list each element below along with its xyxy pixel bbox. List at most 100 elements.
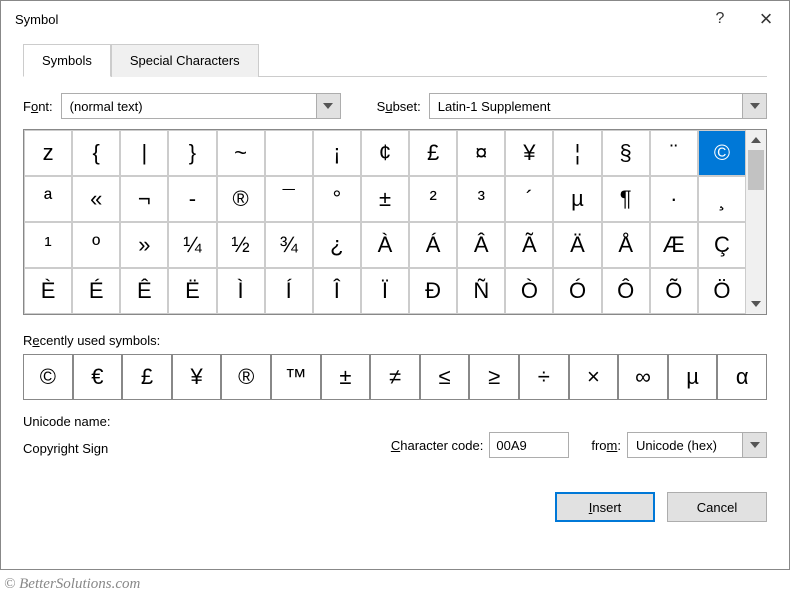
symbol-cell[interactable]: Ö [698, 268, 746, 314]
symbol-cell[interactable]: ¨ [650, 130, 698, 176]
symbol-cell[interactable]: § [602, 130, 650, 176]
symbol-cell[interactable]: | [120, 130, 168, 176]
symbol-cell[interactable]: - [168, 176, 216, 222]
cancel-button[interactable]: Cancel [667, 492, 767, 522]
recent-grid: ©€£¥®™±≠≤≥÷×∞µα [23, 354, 767, 400]
recent-symbol-cell[interactable]: µ [668, 354, 718, 400]
symbol-cell[interactable]: ± [361, 176, 409, 222]
symbol-cell[interactable]: { [72, 130, 120, 176]
font-label: Font: [23, 99, 53, 114]
symbol-cell[interactable]: ¹ [24, 222, 72, 268]
from-label: from: [591, 438, 621, 453]
symbol-cell[interactable]: ¶ [602, 176, 650, 222]
symbol-cell[interactable]: Á [409, 222, 457, 268]
symbol-cell[interactable]: Ñ [457, 268, 505, 314]
symbol-cell[interactable]: Ê [120, 268, 168, 314]
charcode-label: Character code: [391, 438, 484, 453]
font-select[interactable]: (normal text) [61, 93, 341, 119]
symbol-cell[interactable]: É [72, 268, 120, 314]
symbol-cell[interactable]: ½ [217, 222, 265, 268]
dropdown-icon [742, 94, 766, 118]
from-select[interactable]: Unicode (hex) [627, 432, 767, 458]
recent-symbol-cell[interactable]: ¥ [172, 354, 222, 400]
symbol-cell[interactable]: µ [553, 176, 601, 222]
charcode-input[interactable] [489, 432, 569, 458]
symbol-cell[interactable]: ² [409, 176, 457, 222]
symbol-cell[interactable]: ® [217, 176, 265, 222]
symbol-cell[interactable]: º [72, 222, 120, 268]
symbol-cell[interactable]: ° [313, 176, 361, 222]
recent-symbol-cell[interactable]: ÷ [519, 354, 569, 400]
recent-symbol-cell[interactable]: ≥ [469, 354, 519, 400]
unicode-name-value: Copyright Sign [23, 441, 391, 456]
symbol-cell[interactable]: ¯ [265, 176, 313, 222]
symbol-cell[interactable]: Ð [409, 268, 457, 314]
symbol-cell[interactable]: ¤ [457, 130, 505, 176]
symbol-cell[interactable]: » [120, 222, 168, 268]
symbol-cell[interactable]: ª [24, 176, 72, 222]
symbol-cell[interactable]: Ô [602, 268, 650, 314]
symbol-cell[interactable]: ¸ [698, 176, 746, 222]
symbol-cell[interactable]: Õ [650, 268, 698, 314]
symbol-cell[interactable]: ³ [457, 176, 505, 222]
symbol-cell[interactable]: Ó [553, 268, 601, 314]
recent-symbol-cell[interactable]: × [569, 354, 619, 400]
symbol-cell[interactable]: « [72, 176, 120, 222]
scroll-thumb[interactable] [748, 150, 764, 190]
symbol-cell[interactable] [265, 130, 313, 176]
symbol-cell[interactable]: Â [457, 222, 505, 268]
symbol-grid: z{|}~ ¡¢£¤¥¦§¨© ª«¬-®¯°±²³´µ¶·¸ ¹º»¼½¾¿ÀÁÂÃ… [24, 130, 746, 314]
recent-symbol-cell[interactable]: ≠ [370, 354, 420, 400]
symbol-cell[interactable]: À [361, 222, 409, 268]
symbol-cell[interactable]: ¢ [361, 130, 409, 176]
symbol-cell[interactable]: Å [602, 222, 650, 268]
recent-symbol-cell[interactable]: £ [122, 354, 172, 400]
symbol-cell[interactable]: ¬ [120, 176, 168, 222]
symbol-cell[interactable]: Ã [505, 222, 553, 268]
symbol-cell[interactable]: Æ [650, 222, 698, 268]
symbol-cell[interactable]: Ò [505, 268, 553, 314]
symbol-cell[interactable]: } [168, 130, 216, 176]
symbol-cell[interactable]: ¼ [168, 222, 216, 268]
symbol-cell[interactable]: Ë [168, 268, 216, 314]
scrollbar[interactable] [746, 130, 766, 314]
scroll-down-icon[interactable] [746, 294, 766, 314]
recent-symbol-cell[interactable]: © [23, 354, 73, 400]
tab-special-characters[interactable]: Special Characters [111, 44, 259, 77]
recent-symbol-cell[interactable]: α [717, 354, 767, 400]
symbol-cell[interactable]: ¿ [313, 222, 361, 268]
symbol-cell[interactable]: ~ [217, 130, 265, 176]
symbol-cell[interactable]: £ [409, 130, 457, 176]
dropdown-icon [742, 433, 766, 457]
symbol-cell[interactable]: Ì [217, 268, 265, 314]
symbol-cell[interactable]: z [24, 130, 72, 176]
recent-symbol-cell[interactable]: ≤ [420, 354, 470, 400]
symbol-cell[interactable]: Ç [698, 222, 746, 268]
scroll-up-icon[interactable] [746, 130, 766, 150]
tabs: Symbols Special Characters [23, 43, 767, 77]
subset-label: Subset: [377, 99, 421, 114]
insert-button[interactable]: Insert [555, 492, 655, 522]
symbol-cell[interactable]: È [24, 268, 72, 314]
symbol-cell[interactable]: ¥ [505, 130, 553, 176]
symbol-cell[interactable]: Î [313, 268, 361, 314]
symbol-cell[interactable]: Ä [553, 222, 601, 268]
subset-select[interactable]: Latin-1 Supplement [429, 93, 767, 119]
symbol-cell[interactable]: © [698, 130, 746, 176]
symbol-cell[interactable]: ´ [505, 176, 553, 222]
tab-symbols[interactable]: Symbols [23, 44, 111, 77]
recent-symbol-cell[interactable]: ± [321, 354, 371, 400]
symbol-cell[interactable]: Ï [361, 268, 409, 314]
recent-symbol-cell[interactable]: ® [221, 354, 271, 400]
recent-symbol-cell[interactable]: € [73, 354, 123, 400]
symbol-cell[interactable]: ¾ [265, 222, 313, 268]
help-button[interactable]: ? [697, 1, 743, 37]
symbol-cell[interactable]: ¡ [313, 130, 361, 176]
symbol-cell[interactable]: ¦ [553, 130, 601, 176]
close-button[interactable]: × [743, 1, 789, 37]
recent-symbol-cell[interactable]: ∞ [618, 354, 668, 400]
recent-symbol-cell[interactable]: ™ [271, 354, 321, 400]
symbol-cell[interactable]: Í [265, 268, 313, 314]
symbol-cell[interactable]: · [650, 176, 698, 222]
window-title: Symbol [15, 12, 697, 27]
